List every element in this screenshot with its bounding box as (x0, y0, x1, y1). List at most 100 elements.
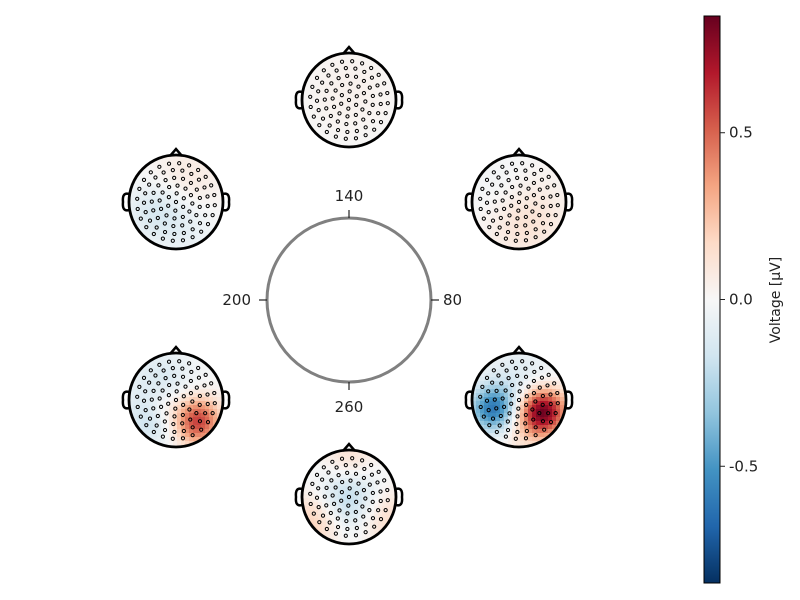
topomap-pixel (528, 175, 533, 180)
electrode-marker (354, 94, 359, 99)
topomap-pixel (181, 171, 186, 176)
topomap-pixel (516, 155, 521, 160)
electrode-marker (524, 196, 529, 201)
topomap-pixel (149, 393, 154, 398)
topomap-pixel (161, 199, 166, 204)
topomap-pixel (342, 518, 347, 523)
electrode-marker (170, 238, 175, 243)
topomap-pixel (374, 506, 379, 511)
topomap-pixel (386, 117, 391, 122)
topomap-pixel (334, 61, 339, 66)
topomap-pixel (508, 231, 513, 236)
topomap-pixel (193, 211, 198, 216)
electrode-marker (486, 408, 491, 413)
topomap-pixel (161, 207, 166, 212)
topomap-pixel (484, 231, 489, 236)
topomap-pixel (173, 195, 178, 200)
topomap-pixel (342, 458, 347, 463)
topomap-pixel (512, 163, 517, 168)
topomap-pixel (217, 385, 222, 390)
topomap-pixel (548, 183, 553, 188)
topomap-pixel (370, 490, 375, 495)
topomap-pixel (556, 179, 561, 184)
topomap-pixel (358, 141, 363, 146)
electrode-marker (486, 210, 491, 215)
topomap-pixel (378, 105, 383, 110)
topomap-pixel (500, 433, 505, 438)
head-outline (127, 351, 225, 449)
electrode-marker (180, 238, 186, 243)
topomap-pixel (173, 231, 178, 236)
topomap-pixel (378, 522, 383, 527)
topomap-pixel (177, 425, 182, 430)
topomap-pixel (173, 155, 178, 160)
topomap-pixel (193, 199, 198, 204)
topomap-pixel (346, 133, 351, 138)
topomap-pixel (516, 243, 521, 248)
topomap-pixel (213, 219, 218, 224)
topomap-pixel (390, 89, 395, 94)
topomap-pixel (496, 381, 501, 386)
topomap-pixel (354, 534, 359, 539)
topomap-pixel (382, 121, 387, 126)
topomap-pixel (362, 534, 367, 539)
topomap-pixel (153, 175, 158, 180)
electrode-marker (369, 472, 375, 477)
topomap-pixel (516, 369, 521, 374)
topomap-pixel (386, 498, 391, 503)
topomap-pixel (141, 413, 146, 418)
electrode-marker (135, 196, 140, 201)
electrode-marker (531, 391, 537, 396)
topomap-pixel (512, 235, 517, 240)
electrode-marker (188, 219, 193, 224)
topomap-pixel (213, 211, 218, 216)
topomap-pixel (366, 121, 371, 126)
topomap-pixel (330, 470, 335, 475)
topomap-pixel (181, 211, 186, 216)
topomap-pixel (197, 369, 202, 374)
topomap-pixel (342, 105, 347, 110)
topomap-pixel (173, 171, 178, 176)
electrode-marker (144, 423, 149, 428)
topomap-pixel (540, 223, 545, 228)
topomap-pixel (354, 109, 359, 114)
topomap-pixel (520, 179, 525, 184)
topomap-pixel (512, 373, 517, 378)
topomap-pixel (169, 171, 174, 176)
topomap-pixel (161, 159, 166, 164)
electrode-marker (370, 490, 375, 496)
topomap-pixel (552, 385, 557, 390)
electrode-marker (480, 384, 485, 389)
topomap-pixel (504, 357, 509, 362)
topomap-pixel (378, 93, 383, 98)
topomap-pixel (318, 117, 323, 122)
topomap-pixel (552, 401, 557, 406)
topomap-pixel (374, 101, 379, 106)
electrode-marker (212, 192, 217, 198)
topomap-pixel (548, 191, 553, 196)
topomap-pixel (197, 393, 202, 398)
electrode-marker (181, 402, 186, 407)
topomap-pixel (508, 365, 513, 370)
topomap-pixel (354, 121, 359, 126)
topomap-pixel (129, 393, 134, 398)
topomap-pixel (532, 167, 537, 172)
topomap-pixel (193, 215, 198, 220)
electrode-marker (175, 381, 180, 386)
topomap-pixel (314, 498, 319, 503)
topomap-pixel (496, 219, 501, 224)
topomap-pixel (181, 183, 186, 188)
topomap-pixel (165, 239, 170, 244)
topomap-pixel (536, 397, 541, 402)
topomap-pixel (161, 357, 166, 362)
topomap-pixel (153, 195, 158, 200)
topomap-pixel (326, 97, 331, 102)
electrode-marker (347, 486, 352, 491)
topomap-pixel (205, 171, 210, 176)
topomap-pixel (504, 211, 509, 216)
topomap-pixel (560, 195, 565, 200)
topomap-pixel (508, 357, 513, 362)
topomap-pixel (508, 401, 513, 406)
electrode-marker (540, 402, 545, 407)
topomap-pixel (189, 417, 194, 422)
